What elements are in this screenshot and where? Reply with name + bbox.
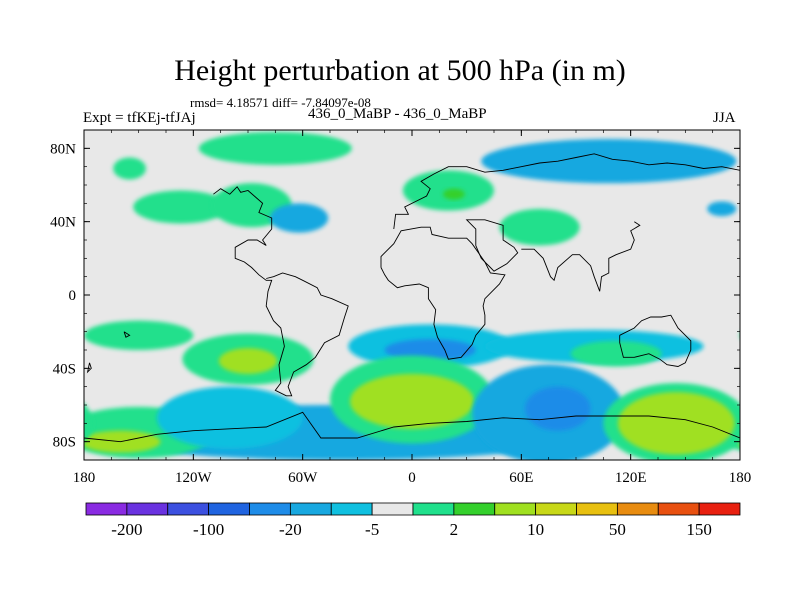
colorbar-label: 50 [609, 520, 626, 539]
colorbar-label: -100 [193, 520, 224, 539]
contour-region-0 [198, 131, 352, 165]
contour-region-19 [736, 437, 740, 447]
colorbar-swatch [249, 502, 291, 516]
contour-region-4 [269, 203, 329, 233]
y-tick-label: 40S [53, 361, 76, 377]
coastline-5 [619, 314, 692, 367]
colorbar-label: -200 [111, 520, 142, 539]
contour-region-10 [84, 320, 194, 351]
coastline-7 [86, 362, 92, 374]
coastline-3 [465, 219, 519, 272]
colorbar-label: 10 [527, 520, 544, 539]
contour-region-22 [350, 373, 474, 429]
y-tick-label: 0 [69, 288, 77, 304]
colorbar-swatch [371, 502, 414, 516]
colorbar-label: 2 [450, 520, 459, 539]
contour-fill-layer [84, 131, 800, 460]
coastline-6 [84, 411, 740, 443]
x-axis: 180 120W 60W 0 60E 120E 180 [73, 130, 752, 486]
colorbar-label: -20 [279, 520, 302, 539]
contour-region-17 [740, 405, 800, 460]
coastline-2 [393, 153, 740, 230]
contour-region-16 [570, 340, 662, 367]
coastline-0 [213, 186, 349, 397]
y-axis: 80N 40N 0 40S 80S [50, 129, 740, 461]
colorbar-swatch [535, 502, 577, 516]
contour-region-14 [384, 339, 476, 361]
contour-region-7 [499, 208, 580, 246]
colorbar-label: 150 [686, 520, 712, 539]
contour-region-24 [524, 386, 591, 431]
y-tick-label: 80N [50, 141, 76, 157]
coastline-8 [123, 331, 131, 338]
colorbar-swatch [698, 502, 741, 516]
contour-region-9 [707, 201, 737, 217]
x-tick-label: 0 [408, 470, 416, 486]
x-tick-label: 180 [73, 470, 96, 486]
contour-region-26 [617, 392, 735, 455]
colorbar: -200 -100 -20 -5 2 10 50 150 [85, 502, 741, 539]
colorbar-swatch [494, 502, 537, 516]
contour-region-2 [133, 190, 228, 224]
contour-region-12 [218, 348, 278, 374]
comparison-label: 436_0_MaBP - 436_0_MaBP [308, 106, 487, 122]
colorbar-swatch [330, 502, 373, 516]
x-tick-label: 180 [729, 470, 752, 486]
colorbar-swatch [576, 502, 618, 516]
y-tick-label: 40N [50, 215, 76, 231]
x-tick-label: 120W [175, 470, 213, 486]
contour-region-6 [442, 188, 465, 200]
stats-label: rmsd= 4.18571 diff= -7.84097e-08 [190, 95, 371, 110]
coastline-1 [380, 226, 506, 360]
colorbar-swatch [616, 502, 659, 516]
contour-region-20 [156, 386, 303, 450]
colorbar-swatch [126, 502, 169, 516]
colorbar-swatch [167, 502, 210, 516]
x-tick-label: 60W [288, 470, 318, 486]
experiment-label: Expt = tfKEj-tfJAj [83, 110, 196, 126]
contour-region-8 [481, 139, 737, 184]
x-tick-label: 60E [509, 470, 533, 486]
colorbar-swatch [412, 502, 455, 516]
colorbar-swatch [85, 502, 128, 516]
contour-region-1 [113, 157, 146, 180]
colorbar-swatch [289, 502, 332, 516]
colorbar-swatch [453, 502, 496, 516]
y-tick-label: 80S [53, 435, 76, 451]
colorbar-label: -5 [365, 520, 379, 539]
colorbar-swatch [657, 502, 700, 516]
contour-region-25 [84, 403, 94, 443]
season-label: JJA [713, 110, 736, 126]
coastline-4 [521, 221, 641, 292]
x-tick-label: 120E [615, 470, 647, 486]
contour-region-10 [740, 321, 800, 350]
colorbar-swatch [208, 502, 250, 516]
plot-title: Height perturbation at 500 hPa (in m) [174, 54, 626, 87]
coastline-layer [84, 153, 740, 443]
